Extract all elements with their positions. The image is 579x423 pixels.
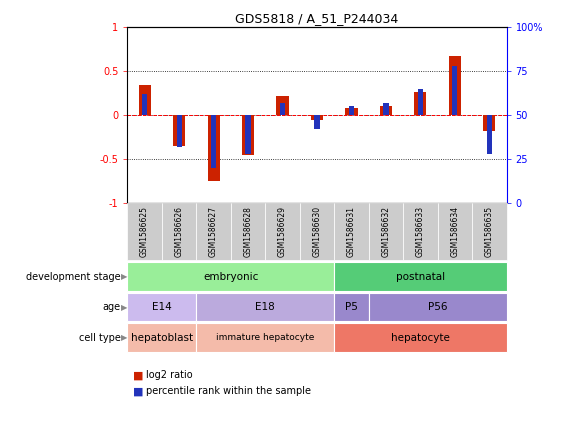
Bar: [380, 107, 392, 115]
Bar: [280, 103, 285, 115]
Text: ■: ■: [133, 370, 144, 380]
Bar: [415, 91, 427, 115]
Bar: [349, 107, 354, 115]
Bar: [311, 115, 323, 120]
Text: log2 ratio: log2 ratio: [146, 370, 193, 380]
Bar: [452, 66, 457, 115]
Text: GSM1586634: GSM1586634: [450, 206, 459, 257]
Text: percentile rank within the sample: percentile rank within the sample: [146, 386, 311, 396]
Bar: [449, 55, 461, 115]
Bar: [314, 115, 320, 129]
Text: immature hepatocyte: immature hepatocyte: [216, 333, 314, 342]
Text: postnatal: postnatal: [396, 272, 445, 282]
Text: age: age: [102, 302, 120, 312]
Bar: [418, 89, 423, 115]
Text: GSM1586629: GSM1586629: [278, 206, 287, 257]
Text: cell type: cell type: [79, 332, 120, 343]
Text: ▶: ▶: [121, 272, 128, 281]
Text: GSM1586627: GSM1586627: [209, 206, 218, 257]
Text: ■: ■: [133, 386, 144, 396]
Text: GSM1586633: GSM1586633: [416, 206, 425, 257]
Text: ▶: ▶: [121, 302, 128, 312]
Text: hepatoblast: hepatoblast: [131, 332, 193, 343]
Text: hepatocyte: hepatocyte: [391, 332, 450, 343]
Bar: [277, 96, 288, 115]
Text: GSM1586626: GSM1586626: [175, 206, 184, 257]
Text: ▶: ▶: [121, 333, 128, 342]
Bar: [207, 115, 219, 181]
Bar: [211, 115, 216, 168]
Title: GDS5818 / A_51_P244034: GDS5818 / A_51_P244034: [236, 12, 398, 25]
Bar: [142, 94, 147, 115]
Text: GSM1586631: GSM1586631: [347, 206, 356, 257]
Bar: [483, 115, 496, 131]
Bar: [487, 115, 492, 154]
Bar: [173, 115, 185, 146]
Bar: [177, 115, 182, 147]
Text: E14: E14: [152, 302, 172, 312]
Text: P56: P56: [428, 302, 448, 312]
Bar: [346, 108, 357, 115]
Text: development stage: development stage: [26, 272, 120, 282]
Text: GSM1586630: GSM1586630: [313, 206, 321, 257]
Text: P5: P5: [345, 302, 358, 312]
Text: GSM1586628: GSM1586628: [244, 206, 252, 257]
Text: GSM1586635: GSM1586635: [485, 206, 494, 257]
Text: GSM1586632: GSM1586632: [382, 206, 390, 257]
Text: GSM1586625: GSM1586625: [140, 206, 149, 257]
Bar: [383, 103, 389, 115]
Bar: [138, 85, 151, 115]
Bar: [242, 115, 254, 155]
Text: E18: E18: [255, 302, 275, 312]
Text: embryonic: embryonic: [203, 272, 258, 282]
Bar: [245, 115, 251, 154]
